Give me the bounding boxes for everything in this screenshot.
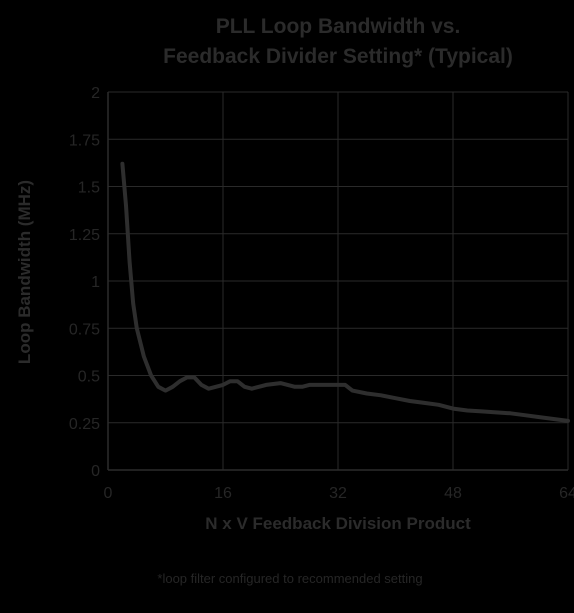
axes (107, 92, 568, 471)
x-tick-labels: 0 16 32 48 64 (104, 485, 574, 502)
y-tick-label: 1.75 (69, 132, 100, 149)
y-axis-label: Loop Bandwidth (MHz) (15, 180, 34, 364)
y-tick-label: 1.5 (78, 180, 100, 197)
y-tick-label: 2 (91, 85, 100, 102)
x-tick-label: 64 (559, 485, 574, 502)
y-tick-label: 0.75 (69, 321, 100, 338)
x-axis-label: N x V Feedback Division Product (205, 514, 471, 533)
x-tick-label: 32 (329, 485, 347, 502)
grid-lines (108, 91, 569, 470)
y-tick-label: 1 (91, 274, 100, 291)
y-tick-labels: 0 0.25 0.5 0.75 1 1.25 1.5 1.75 2 (69, 85, 100, 480)
series-line (120, 161, 570, 423)
chart-title-line-1: PLL Loop Bandwidth vs. (216, 15, 461, 38)
x-tick-label: 48 (444, 485, 462, 502)
footnote: *loop filter configured to recommended s… (157, 571, 422, 586)
chart-title-line-2: Feedback Divider Setting* (Typical) (163, 45, 513, 68)
x-tick-label: 16 (214, 485, 232, 502)
y-tick-label: 0 (91, 463, 100, 480)
y-tick-label: 0.25 (69, 416, 100, 433)
y-tick-label: 1.25 (69, 227, 100, 244)
x-tick-label: 0 (104, 485, 113, 502)
y-tick-label: 0.5 (78, 369, 100, 386)
